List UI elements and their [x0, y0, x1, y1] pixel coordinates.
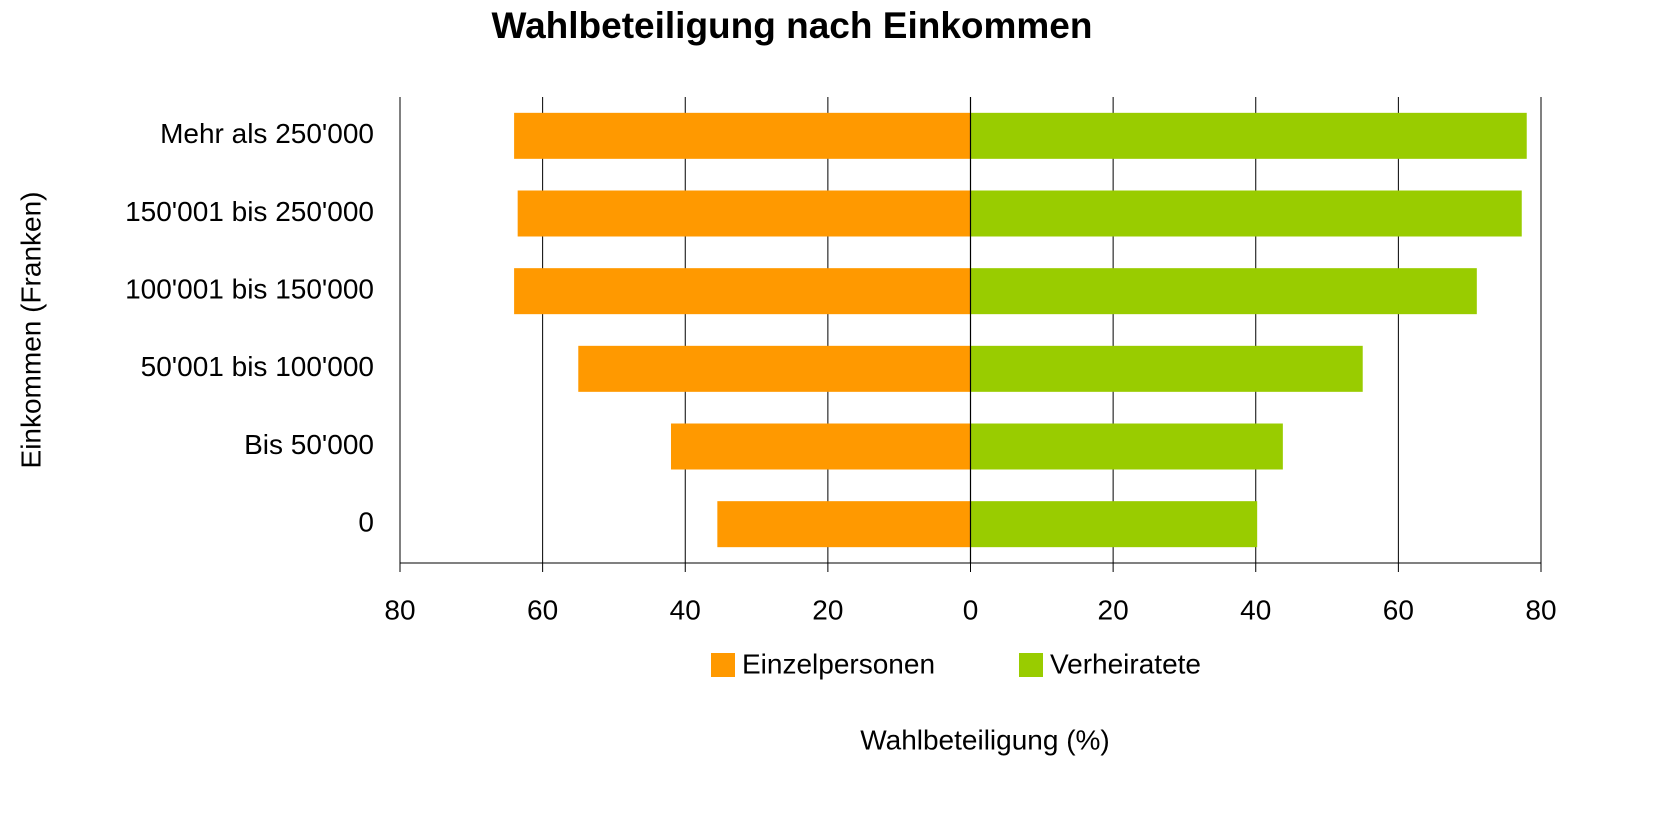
y-tick-label: 0: [358, 507, 374, 538]
legend-swatch: [711, 653, 735, 677]
chart-title: Wahlbeteiligung nach Einkommen: [492, 5, 1093, 46]
bar: [970, 190, 1522, 237]
legend-label: Einzelpersonen: [742, 648, 935, 679]
bar: [578, 345, 971, 392]
x-tick-label: 20: [1098, 594, 1129, 625]
y-tick-label: Bis 50'000: [244, 429, 374, 460]
x-axis-label: Wahlbeteiligung (%): [860, 724, 1110, 755]
bar: [517, 190, 971, 237]
legend-swatch: [1019, 653, 1043, 677]
y-tick-label: Mehr als 250'000: [160, 118, 374, 149]
bar: [717, 501, 971, 548]
bar: [514, 112, 971, 159]
y-tick-label: 50'001 bis 100'000: [141, 351, 374, 382]
bar: [514, 268, 971, 315]
bar: [970, 268, 1477, 315]
x-tick-label: 40: [1240, 594, 1271, 625]
x-tick-label: 60: [1383, 594, 1414, 625]
x-tick-label: 80: [1525, 594, 1556, 625]
bar: [970, 423, 1283, 470]
x-tick-label: 20: [812, 594, 843, 625]
x-tick-label: 80: [384, 594, 415, 625]
bar: [970, 345, 1363, 392]
y-tick-label: 100'001 bis 150'000: [125, 274, 374, 305]
x-tick-label: 60: [527, 594, 558, 625]
bar: [970, 112, 1527, 159]
x-tick-label: 40: [670, 594, 701, 625]
y-tick-label: 150'001 bis 250'000: [125, 196, 374, 227]
legend-label: Verheiratete: [1050, 648, 1201, 679]
bar: [670, 423, 971, 470]
bar: [970, 501, 1258, 548]
y-axis-label: Einkommen (Franken): [15, 192, 46, 469]
x-tick-label: 0: [963, 594, 979, 625]
